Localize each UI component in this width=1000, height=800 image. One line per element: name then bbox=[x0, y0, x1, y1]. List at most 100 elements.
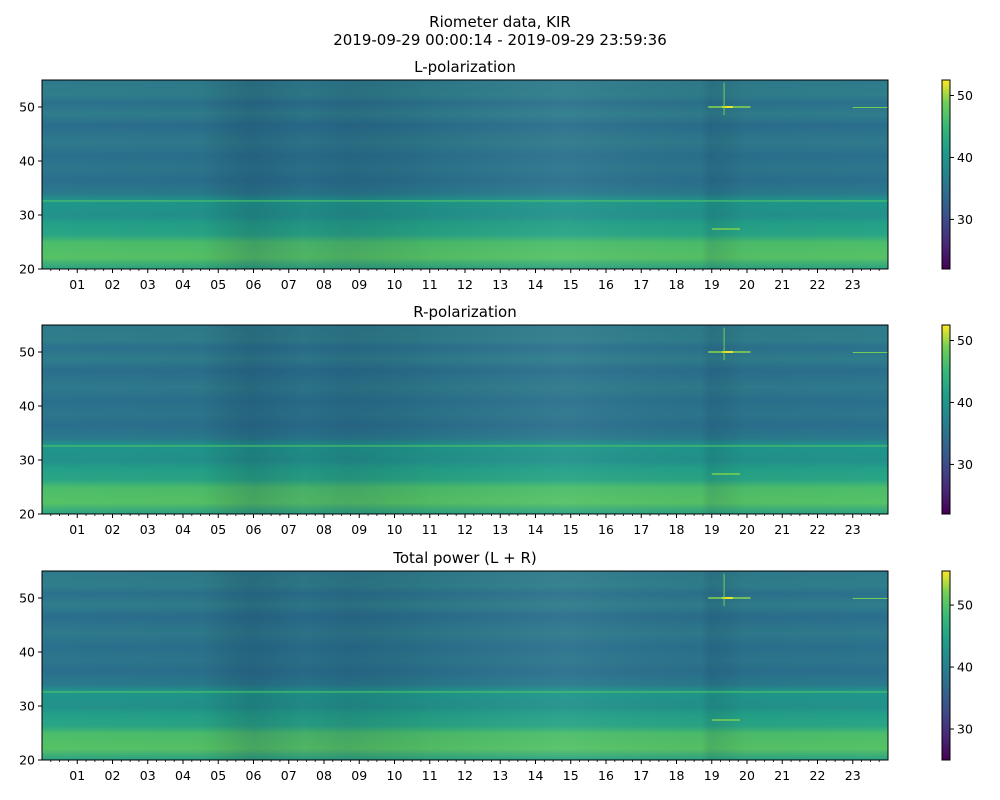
heatmap-speckles bbox=[708, 573, 888, 721]
heatmap-time-shading bbox=[42, 571, 888, 760]
colorbar-tick-label: 40 bbox=[957, 150, 973, 165]
panel-title: R-polarization bbox=[413, 303, 516, 321]
x-tick-label: 16 bbox=[598, 768, 614, 783]
y-tick-label: 20 bbox=[19, 262, 35, 277]
x-tick-label: 13 bbox=[492, 522, 508, 537]
x-tick-label: 02 bbox=[105, 277, 121, 292]
x-tick-label: 05 bbox=[210, 277, 226, 292]
x-tick-label: 21 bbox=[774, 277, 790, 292]
x-tick-label: 18 bbox=[669, 768, 685, 783]
y-tick-label: 20 bbox=[19, 507, 35, 522]
x-tick-label: 06 bbox=[246, 522, 262, 537]
colorbar-tick-label: 50 bbox=[957, 88, 973, 103]
x-tick-label: 23 bbox=[845, 522, 861, 537]
panel-title: Total power (L + R) bbox=[392, 549, 537, 567]
x-tick-label: 16 bbox=[598, 522, 614, 537]
x-tick-label: 19 bbox=[704, 768, 720, 783]
x-tick-label: 03 bbox=[140, 277, 156, 292]
y-tick-label: 40 bbox=[19, 645, 35, 660]
y-tick-label: 50 bbox=[19, 100, 35, 115]
x-tick-label: 08 bbox=[316, 277, 332, 292]
x-tick-label: 22 bbox=[810, 522, 826, 537]
heatmap-time-shading bbox=[42, 325, 888, 514]
x-tick-label: 18 bbox=[669, 277, 685, 292]
x-tick-label: 11 bbox=[422, 522, 438, 537]
y-tick-label: 40 bbox=[19, 154, 35, 169]
x-tick-label: 17 bbox=[633, 522, 649, 537]
x-tick-label: 21 bbox=[774, 522, 790, 537]
x-tick-label: 12 bbox=[457, 522, 473, 537]
colorbar-tick-label: 30 bbox=[957, 722, 973, 737]
heatmap-speckles bbox=[708, 82, 888, 230]
heatmap-speckles bbox=[708, 327, 888, 475]
x-tick-label: 20 bbox=[739, 768, 755, 783]
x-tick-label: 01 bbox=[69, 768, 85, 783]
colorbar bbox=[941, 324, 951, 515]
panel-3: Total power (L + R) 20 30 40 50 01 02 03 04 05 06 0… bbox=[19, 549, 973, 783]
x-tick-label: 22 bbox=[810, 277, 826, 292]
x-tick-label: 09 bbox=[351, 277, 367, 292]
x-tick-label: 13 bbox=[492, 277, 508, 292]
x-tick-label: 01 bbox=[69, 277, 85, 292]
x-tick-label: 09 bbox=[351, 522, 367, 537]
x-tick-label: 20 bbox=[739, 277, 755, 292]
x-tick-label: 05 bbox=[210, 768, 226, 783]
panel-1: L-polarization 20 30 40 50 01 02 03 04 05 06 07 08 09… bbox=[19, 58, 973, 292]
x-tick-label: 10 bbox=[387, 522, 403, 537]
figure-subtitle: 2019-09-29 00:00:14 - 2019-09-29 23:59:3… bbox=[333, 31, 667, 49]
x-tick-label: 02 bbox=[105, 768, 121, 783]
colorbar-tick-label: 50 bbox=[957, 333, 973, 348]
x-tick-label: 06 bbox=[246, 768, 262, 783]
x-tick-label: 15 bbox=[563, 277, 579, 292]
x-tick-label: 16 bbox=[598, 277, 614, 292]
x-tick-label: 19 bbox=[704, 522, 720, 537]
colorbar-tick-label: 40 bbox=[957, 660, 973, 675]
x-tick-label: 04 bbox=[175, 768, 191, 783]
x-tick-label: 20 bbox=[739, 522, 755, 537]
y-tick-label: 30 bbox=[19, 208, 35, 223]
x-tick-label: 01 bbox=[69, 522, 85, 537]
x-tick-label: 17 bbox=[633, 768, 649, 783]
colorbar bbox=[941, 570, 951, 761]
x-tick-label: 23 bbox=[845, 277, 861, 292]
y-tick-label: 50 bbox=[19, 591, 35, 606]
x-tick-label: 08 bbox=[316, 768, 332, 783]
heatmap-time-shading bbox=[42, 80, 888, 269]
x-tick-label: 15 bbox=[563, 768, 579, 783]
x-tick-label: 05 bbox=[210, 522, 226, 537]
x-tick-label: 19 bbox=[704, 277, 720, 292]
x-tick-label: 09 bbox=[351, 768, 367, 783]
x-tick-label: 07 bbox=[281, 768, 297, 783]
y-tick-label: 30 bbox=[19, 699, 35, 714]
colorbar-tick-label: 30 bbox=[957, 457, 973, 472]
x-tick-label: 21 bbox=[774, 768, 790, 783]
colorbar-tick-label: 50 bbox=[957, 598, 973, 613]
y-tick-label: 20 bbox=[19, 753, 35, 768]
x-tick-label: 06 bbox=[246, 277, 262, 292]
x-tick-label: 17 bbox=[633, 277, 649, 292]
x-tick-label: 04 bbox=[175, 522, 191, 537]
x-tick-label: 08 bbox=[316, 522, 332, 537]
x-tick-label: 07 bbox=[281, 522, 297, 537]
x-tick-label: 11 bbox=[422, 277, 438, 292]
x-tick-label: 13 bbox=[492, 768, 508, 783]
x-tick-label: 10 bbox=[387, 768, 403, 783]
x-tick-label: 15 bbox=[563, 522, 579, 537]
colorbar-tick-label: 40 bbox=[957, 395, 973, 410]
x-tick-label: 10 bbox=[387, 277, 403, 292]
x-tick-label: 04 bbox=[175, 277, 191, 292]
panel-2: R-polarization 20 30 40 50 01 02 03 04 05 06 07 08 09… bbox=[19, 303, 973, 537]
x-tick-label: 03 bbox=[140, 522, 156, 537]
y-tick-label: 40 bbox=[19, 399, 35, 414]
x-tick-label: 18 bbox=[669, 522, 685, 537]
x-tick-label: 12 bbox=[457, 277, 473, 292]
colorbar bbox=[941, 79, 951, 270]
y-tick-label: 50 bbox=[19, 345, 35, 360]
panel-title: L-polarization bbox=[414, 58, 516, 76]
x-tick-label: 02 bbox=[105, 522, 121, 537]
x-tick-label: 14 bbox=[528, 768, 544, 783]
x-tick-label: 14 bbox=[528, 522, 544, 537]
x-tick-label: 22 bbox=[810, 768, 826, 783]
figure-title: Riometer data, KIR bbox=[429, 13, 571, 31]
